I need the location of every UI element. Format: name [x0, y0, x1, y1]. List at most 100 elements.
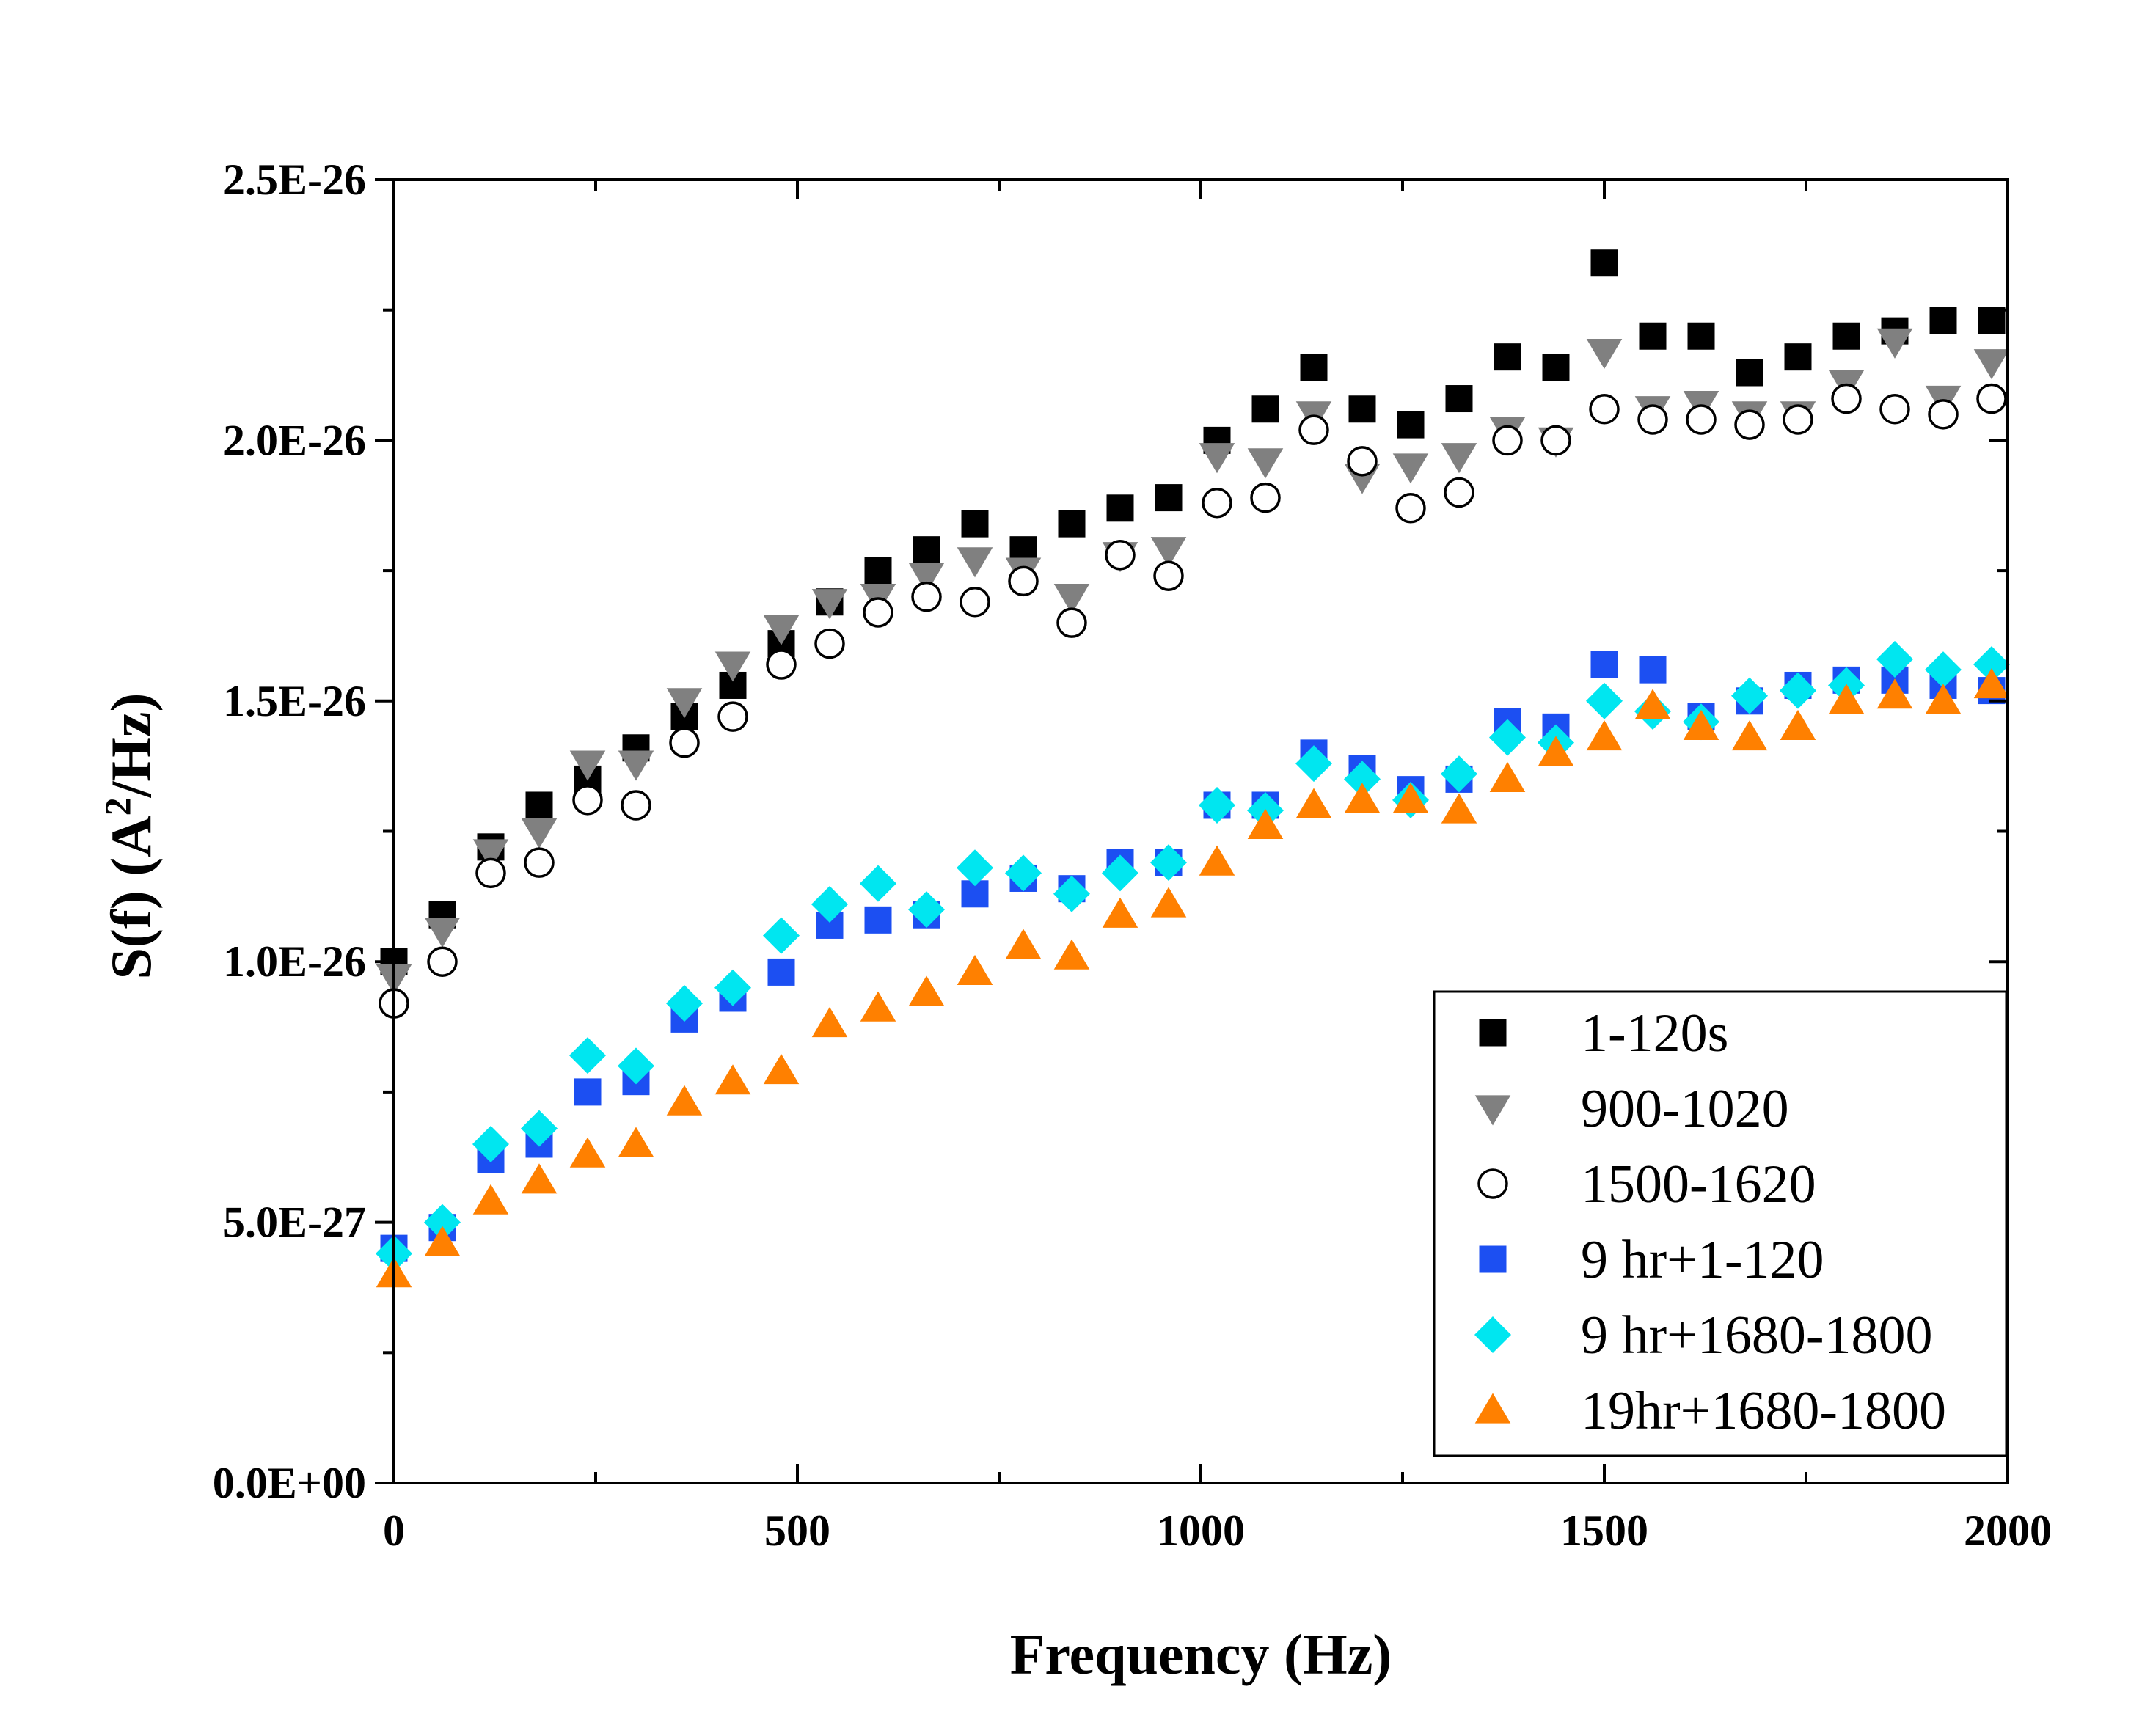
data-point	[1392, 783, 1429, 813]
data-point	[521, 818, 558, 849]
legend-label: 1-120s	[1581, 1003, 1728, 1063]
data-point	[1492, 425, 1523, 456]
legend-marker	[1474, 1095, 1511, 1126]
data-point	[1929, 307, 1957, 334]
data-point	[1783, 404, 1813, 435]
data-point	[956, 849, 994, 887]
legend-entry: 1500-1620	[1477, 1154, 1816, 1215]
data-point	[1489, 761, 1526, 793]
data-point	[763, 615, 800, 645]
data-point	[1731, 720, 1768, 751]
data-point	[574, 1078, 602, 1106]
data-point	[1441, 443, 1477, 474]
data-point	[961, 510, 989, 538]
data-point	[1637, 404, 1668, 435]
data-point	[1155, 484, 1183, 512]
data-point	[1247, 448, 1284, 479]
data-point	[1488, 719, 1527, 756]
data-point	[1199, 845, 1235, 876]
data-point	[1879, 394, 1910, 425]
data-point	[1538, 736, 1574, 766]
data-point	[1348, 395, 1376, 423]
data-point	[1198, 786, 1236, 824]
data-point	[1008, 565, 1039, 597]
y-tick-label: 0.0E+00	[213, 1459, 366, 1507]
data-point	[1542, 354, 1570, 381]
legend: 1-120s 900-1020 1500-1620 9 hr+1-120 9 hr+16…	[1433, 990, 2008, 1457]
data-point	[521, 1163, 558, 1194]
data-point	[908, 563, 945, 593]
data-point	[767, 958, 795, 986]
legend-marker	[1477, 1168, 1508, 1199]
data-point	[1540, 425, 1571, 456]
data-point	[908, 975, 945, 1006]
data-point	[1298, 414, 1329, 445]
data-point	[1106, 494, 1134, 522]
series-3	[379, 383, 2007, 1019]
data-point	[1058, 510, 1086, 538]
data-point	[621, 790, 651, 821]
data-point	[960, 586, 990, 618]
x-tick-label: 0	[383, 1506, 405, 1555]
legend-entry: 9 hr+1680-1800	[1474, 1305, 1933, 1366]
data-point	[957, 954, 993, 986]
data-point	[1590, 249, 1618, 277]
data-point	[665, 985, 703, 1022]
data-point	[911, 581, 942, 612]
data-point	[1102, 897, 1138, 928]
series-1	[380, 249, 2006, 975]
y-axis-title: S(f) (A2/Hz)	[97, 692, 163, 979]
data-point	[1683, 709, 1719, 740]
data-point	[714, 1064, 751, 1095]
legend-label: 900-1020	[1581, 1079, 1789, 1139]
data-point	[1639, 322, 1667, 350]
legend-entry: 9 hr+1-120	[1479, 1230, 1824, 1290]
data-point	[864, 557, 892, 585]
data-point	[1056, 607, 1087, 638]
data-point	[1053, 939, 1090, 970]
data-point	[618, 1127, 654, 1157]
legend-label: 19hr+1680-1800	[1581, 1381, 1946, 1441]
data-point	[618, 750, 654, 781]
data-point	[572, 785, 603, 816]
series-6	[376, 667, 2010, 1288]
y-axis-title-rest: /Hz)	[99, 692, 163, 798]
data-point	[1876, 678, 1913, 709]
data-point	[525, 791, 553, 819]
data-point	[811, 589, 848, 620]
data-point	[1589, 394, 1620, 425]
y-tick-label: 5.0E-27	[223, 1198, 366, 1247]
data-point	[860, 991, 896, 1022]
data-point	[1586, 720, 1623, 751]
data-point	[569, 1037, 607, 1074]
data-point	[524, 847, 555, 878]
data-point	[1445, 385, 1473, 413]
data-point	[1153, 560, 1184, 591]
data-point	[1494, 343, 1521, 371]
data-point	[617, 1047, 655, 1085]
data-point	[763, 1053, 800, 1085]
data-point	[1202, 487, 1232, 519]
data-point	[714, 969, 752, 1006]
data-point	[811, 1007, 848, 1038]
legend-entry: 1-120s	[1479, 1003, 1728, 1063]
data-point	[1730, 677, 1769, 714]
y-tick-label: 2.5E-26	[223, 155, 366, 204]
data-point	[1397, 411, 1425, 439]
data-point	[1928, 399, 1959, 430]
data-point	[1639, 656, 1667, 684]
x-tick-label: 500	[764, 1506, 830, 1555]
data-point	[864, 906, 892, 934]
data-point	[1828, 684, 1865, 714]
data-point	[1295, 745, 1333, 783]
data-point	[907, 891, 946, 929]
data-point	[1247, 808, 1284, 839]
data-point	[1199, 443, 1235, 474]
data-point	[472, 1125, 510, 1162]
data-point	[1585, 682, 1623, 719]
data-point	[1101, 854, 1139, 892]
data-point	[1831, 383, 1862, 414]
legend-marker	[1479, 1019, 1507, 1047]
data-point	[1634, 689, 1671, 719]
data-point	[957, 547, 993, 578]
